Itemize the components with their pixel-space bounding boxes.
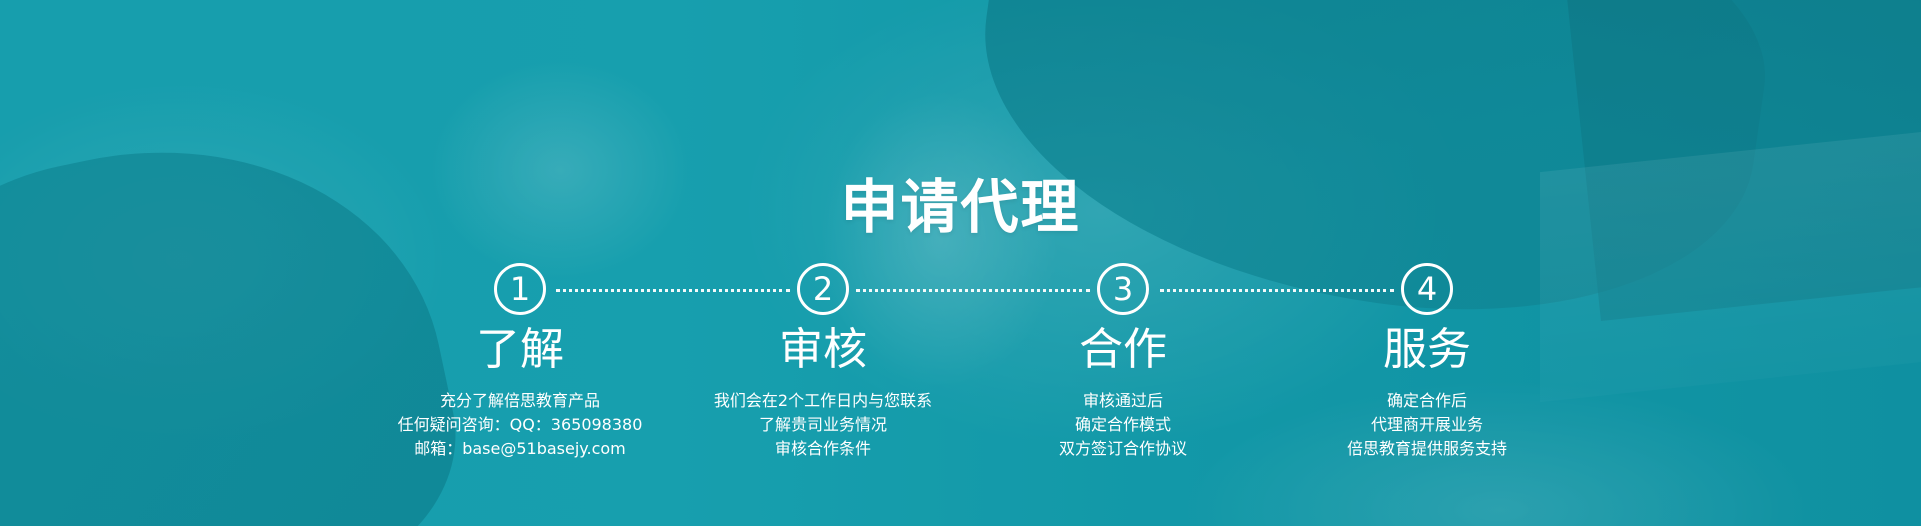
step-description-line: 确定合作模式 — [1074, 415, 1171, 434]
step-connector-1-2 — [556, 289, 790, 292]
background-hand-highlight — [820, 90, 1060, 390]
step-description-line: 倍思教育提供服务支持 — [1346, 439, 1507, 458]
step-title: 审核 — [779, 324, 867, 375]
step-number-badge: 3 — [1097, 263, 1149, 315]
step-description-line: 审核通过后 — [1082, 391, 1163, 410]
step-connector-3-4 — [1160, 289, 1394, 292]
step-description-line: 双方签订合作协议 — [1058, 439, 1187, 458]
step-description: 审核通过后 确定合作模式 双方签订合作协议 — [973, 389, 1273, 461]
step-description-line: 邮箱：base@51basejy.com — [414, 439, 626, 458]
step-description: 我们会在2个工作日内与您联系 了解贵司业务情况 审核合作条件 — [673, 389, 973, 461]
step-title: 了解 — [476, 324, 564, 375]
step-description-line: 了解贵司业务情况 — [758, 415, 887, 434]
step-description-line: 审核合作条件 — [774, 439, 871, 458]
page-title: 申请代理 — [840, 173, 1081, 241]
step-connector-2-3 — [856, 289, 1090, 292]
step-title: 服务 — [1383, 324, 1471, 375]
step-description: 充分了解倍思教育产品 任何疑问咨询：QQ：365098380 邮箱：base@5… — [370, 389, 670, 461]
step-review: 2 审核 我们会在2个工作日内与您联系 了解贵司业务情况 审核合作条件 — [673, 263, 973, 461]
step-description-line: 任何疑问咨询：QQ：365098380 — [397, 415, 643, 434]
step-description-line: 我们会在2个工作日内与您联系 — [713, 391, 933, 410]
step-title: 合作 — [1079, 324, 1167, 375]
step-description-line: 代理商开展业务 — [1370, 415, 1483, 434]
step-number-badge: 1 — [494, 263, 546, 315]
step-cooperate: 3 合作 审核通过后 确定合作模式 双方签订合作协议 — [973, 263, 1273, 461]
step-service: 4 服务 确定合作后 代理商开展业务 倍思教育提供服务支持 — [1277, 263, 1577, 461]
step-number-badge: 4 — [1401, 263, 1453, 315]
step-description-line: 充分了解倍思教育产品 — [439, 391, 600, 410]
step-description-line: 确定合作后 — [1386, 391, 1467, 410]
step-description: 确定合作后 代理商开展业务 倍思教育提供服务支持 — [1277, 389, 1577, 461]
step-understand: 1 了解 充分了解倍思教育产品 任何疑问咨询：QQ：365098380 邮箱：b… — [370, 263, 670, 461]
step-number-badge: 2 — [797, 263, 849, 315]
background-hand-highlight — [430, 60, 690, 280]
